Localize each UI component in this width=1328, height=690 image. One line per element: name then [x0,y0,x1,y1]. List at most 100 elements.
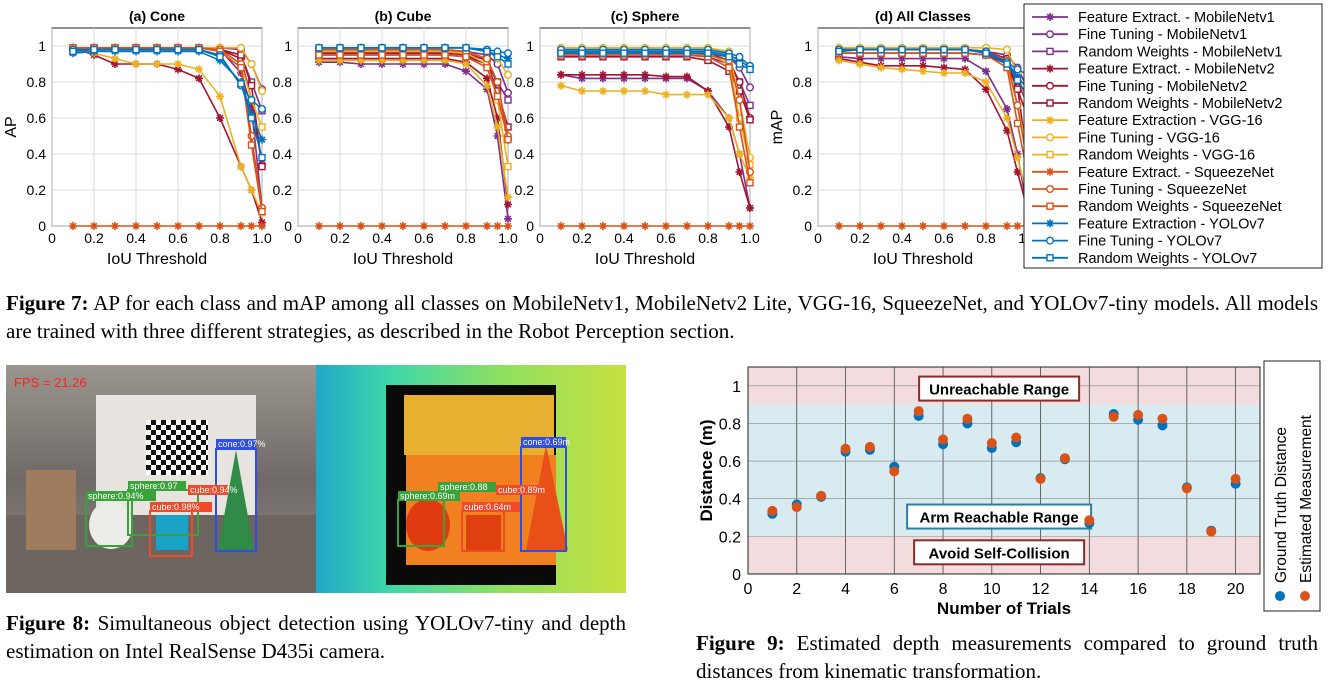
panel-title: (d) All Classes [875,8,971,24]
data-point [889,466,900,477]
x-tick-label: 0.2 [330,230,350,246]
legend-marker [1275,591,1285,601]
data-point [877,63,885,72]
legend-item: Feature Extract. - MobileNetv2 [1032,62,1275,78]
label-sphere-left: sphere:0.94% [88,491,144,501]
y-tick-label: 0 [38,218,46,234]
data-point [620,70,628,79]
label-cone-right: cone:0.69m [523,437,570,447]
depth-cone [526,445,568,550]
data-point [1013,119,1022,128]
dbox-sphere-tag [398,491,460,501]
data-point [90,45,98,54]
data-point [237,222,245,230]
data-point [641,70,649,79]
data-point [746,179,754,187]
legend-label: Random Weights - VGG-16 [1078,148,1255,164]
data-point [462,67,470,76]
x-tick-label: 0 [744,581,753,598]
cyan-cube [156,515,188,550]
data-point [357,44,365,52]
y-tick-label: 0.2 [515,182,535,198]
figure-9-caption: Figure 9: Estimated depth measurements c… [696,629,1318,685]
region-label-text: Unreachable Range [929,382,1069,399]
legend-label: Random Weights - YOLOv7 [1078,251,1257,267]
fig9-plot: 0 2 4 6 8 10 12 14 16 18 20 0 0.2 0.4 0.6 0.8 1 Number of… [697,366,1261,618]
data-point [493,222,502,230]
data-point [462,60,470,68]
series-random-weights-yolov7 [69,45,266,162]
region-label-text: Avoid Self-Collision [929,545,1070,562]
x-axis-label: IoU Threshold [353,251,453,268]
data-point [578,222,586,230]
legend-item: Random Weights - MobileNetv2 [1032,96,1282,112]
series-estimated-measurement [767,406,1241,537]
x-tick-label: 0 [294,230,302,246]
data-point [90,222,98,230]
y-tick-label: 0.8 [719,416,741,433]
data-point [864,441,875,452]
data-point [962,413,973,424]
region-label-top: Unreachable Range [918,375,1081,402]
data-point [1133,409,1144,420]
x-tick-label: 16 [1129,581,1147,598]
data-point [247,186,256,194]
data-point [174,45,182,54]
legend-item: Feature Extract. - MobileNetv1 [1032,10,1275,26]
fig7-panel-3: 0 0.2 0.4 0.6 0.8 1.0 0 0.2 0.4 0.6 0.8 1 (c) Sphere… [515,8,760,268]
data-point [898,222,906,230]
plot-frame [747,366,1261,575]
data-point [919,222,927,230]
legend-box [1263,360,1321,612]
data-point [378,222,386,230]
data-point [746,222,754,230]
data-point [237,80,245,88]
data-point [641,49,649,57]
figure-7-charts: 0 0.2 0.4 0.6 0.8 1.0 0 0.2 0.4 0.6 0.8 1 (a) Cone Io… [3,3,1323,269]
series-random-weights-yolov7 [557,49,754,74]
fig7-panel-1: 0 0.2 0.4 0.6 0.8 1.0 0 0.2 0.4 0.6 0.8 1 (a) Cone Io… [3,8,272,268]
data-point [483,74,491,83]
data-point [856,60,864,68]
data-point [816,490,827,501]
data-point [236,43,245,52]
data-point [315,44,323,52]
y-tick-label: 0.8 [793,74,813,90]
label-cone-left: cone:0.97% [218,439,266,449]
data-point [504,135,512,144]
clutter [26,470,76,550]
region-label-text: Arm Reachable Range [920,510,1079,527]
x-tick-label: 0.8 [210,230,230,246]
data-point [578,49,586,57]
series-random-weights-yolov7 [315,44,512,68]
legend-label: Feature Extraction - YOLOv7 [1078,216,1265,232]
y-axis-label: Distance (m) [697,419,716,521]
data-point [898,54,906,63]
legend-label: Ground Truth Distance [1273,427,1290,583]
y-tick-label: 0 [804,218,812,234]
data-point [856,222,864,230]
data-point [578,70,586,79]
detection-photo: cone:0.97% sphere:0.97 cube:0.94% sphere… [6,365,626,593]
data-point [258,207,266,216]
data-point [174,60,182,68]
legend-marker [1046,13,1054,21]
legend-marker [1046,167,1054,176]
y-tick-label: 0.2 [27,182,47,198]
data-point [725,222,733,230]
data-point [247,95,256,104]
box-cube-tag [150,502,212,512]
data-point [247,81,256,90]
region-label-bottom: Avoid Self-Collision [913,539,1086,566]
data-point [378,44,386,52]
y-tick-label: 1 [284,38,292,54]
legend-label: Fine Tuning - SqueezeNet [1078,182,1246,198]
x-tick-label: 6 [890,581,899,598]
x-tick-label: 4 [841,581,850,598]
data-point [725,53,733,61]
x-tick-label: 0 [48,230,56,246]
y-tick-label: 0.2 [273,182,293,198]
data-point [746,173,754,182]
data-point [725,63,733,72]
data-point [174,222,182,230]
